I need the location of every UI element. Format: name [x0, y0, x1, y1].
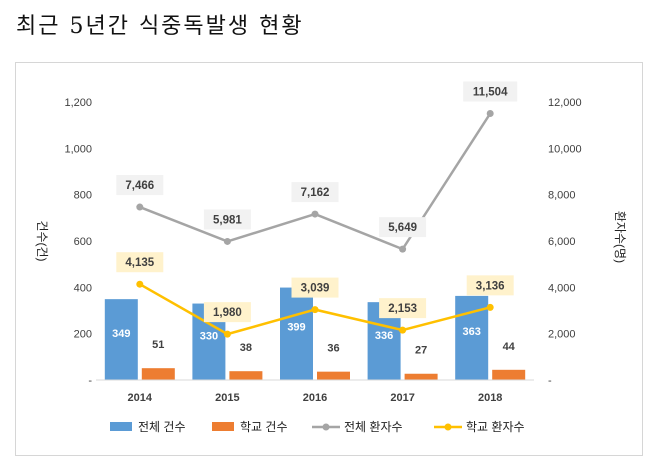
legend-label: 전체 환자수: [344, 420, 403, 434]
line-point: [223, 330, 231, 338]
bar-school-cases: [492, 369, 526, 380]
y-right-tick-label: 2,000: [548, 329, 576, 341]
bar-school-cases: [141, 368, 175, 380]
line-data-label: 3,136: [476, 280, 505, 292]
line-point: [136, 203, 144, 211]
line-data-label: 3,039: [301, 283, 330, 295]
x-tick-label: 2016: [303, 392, 327, 404]
legend-marker: [322, 423, 330, 431]
page-title: 최근 5년간 식중독발생 현황: [16, 14, 304, 39]
bar-school-cases: [229, 371, 263, 380]
bar-data-label: 51: [152, 339, 164, 351]
y-right-tick-label: 4,000: [548, 282, 576, 294]
line-data-label: 5,981: [213, 214, 242, 226]
bar-data-label: 399: [287, 321, 305, 333]
legend-label: 전체 건수: [138, 420, 186, 434]
legend-label: 학교 건수: [240, 420, 288, 434]
y-left-tick-label: 1,000: [64, 143, 92, 155]
line-point: [486, 303, 494, 311]
line-point: [311, 306, 319, 314]
series-line-total-patients: [139, 112, 492, 251]
legend-marker: [444, 423, 452, 431]
line-data-label-box: [463, 81, 518, 102]
line-point: [223, 237, 231, 245]
line-data-label: 2,153: [388, 303, 417, 315]
line-point: [486, 109, 494, 117]
y-left-tick-label: -: [88, 375, 92, 387]
bar-school-cases: [317, 371, 350, 380]
line-point: [136, 280, 144, 288]
line-point: [399, 245, 407, 253]
line-data-label-box: [116, 252, 164, 273]
y-left-tick-label: 200: [74, 329, 92, 341]
legend-swatch: [110, 422, 132, 431]
bar-data-label: 363: [463, 326, 481, 338]
line-data-label-box: [116, 175, 164, 196]
line-data-label: 11,504: [473, 86, 508, 98]
line-data-label-box: [203, 209, 251, 230]
line-data-label: 1,980: [213, 307, 242, 319]
y-left-tick-label: 800: [74, 190, 92, 202]
x-tick-label: 2015: [215, 392, 239, 404]
bar-total-cases: [280, 287, 313, 380]
legend-swatch: [212, 422, 234, 431]
bar-total-cases: [104, 299, 138, 380]
y-right-tick-label: 10,000: [548, 143, 582, 155]
y-left-tick-label: 400: [74, 282, 92, 294]
legend-label: 학교 환자수: [466, 420, 525, 434]
y-right-tick-label: 8,000: [548, 190, 576, 202]
line-data-label: 7,162: [301, 187, 330, 199]
line-data-label-box: [203, 302, 251, 323]
y-right-tick-label: 12,000: [548, 97, 582, 109]
bar-data-label: 330: [200, 331, 218, 343]
line-point: [399, 326, 407, 334]
y-right-tick-label: 6,000: [548, 236, 576, 248]
chart-svg: 1,200 1,000 800 600 400 200 - 12,000 10,000 8,000…: [35, 81, 627, 434]
bar-data-label: 38: [240, 342, 252, 354]
line-data-label-box: [379, 298, 427, 319]
line-data-label: 7,466: [125, 180, 154, 192]
line-data-label-box: [379, 217, 427, 238]
y-left-axis-title: 건수(건): [35, 220, 49, 261]
line-point: [311, 210, 319, 218]
line-data-label-box: [466, 275, 514, 296]
bar-data-label: 27: [415, 345, 427, 357]
y-left-tick-label: 1,200: [64, 97, 92, 109]
x-tick-label: 2017: [390, 392, 414, 404]
line-data-label: 5,649: [388, 222, 417, 234]
bar-data-label: 36: [327, 343, 339, 355]
y-right-axis-title: 환자수(명): [613, 211, 627, 263]
bar-data-label: 336: [375, 330, 393, 342]
x-tick-label: 2018: [478, 392, 502, 404]
bar-data-label: 349: [112, 328, 130, 340]
bar-school-cases: [404, 373, 438, 380]
y-right-tick-label: -: [548, 375, 552, 387]
bar-data-label: 44: [503, 341, 516, 353]
x-tick-label: 2014: [128, 392, 153, 404]
line-data-label: 4,135: [125, 257, 154, 269]
y-left-tick-label: 600: [74, 236, 92, 248]
line-data-label-box: [291, 182, 339, 203]
line-data-label-box: [291, 277, 339, 298]
chart-frame: 1,200 1,000 800 600 400 200 - 12,000 10,000 8,000…: [15, 62, 643, 456]
